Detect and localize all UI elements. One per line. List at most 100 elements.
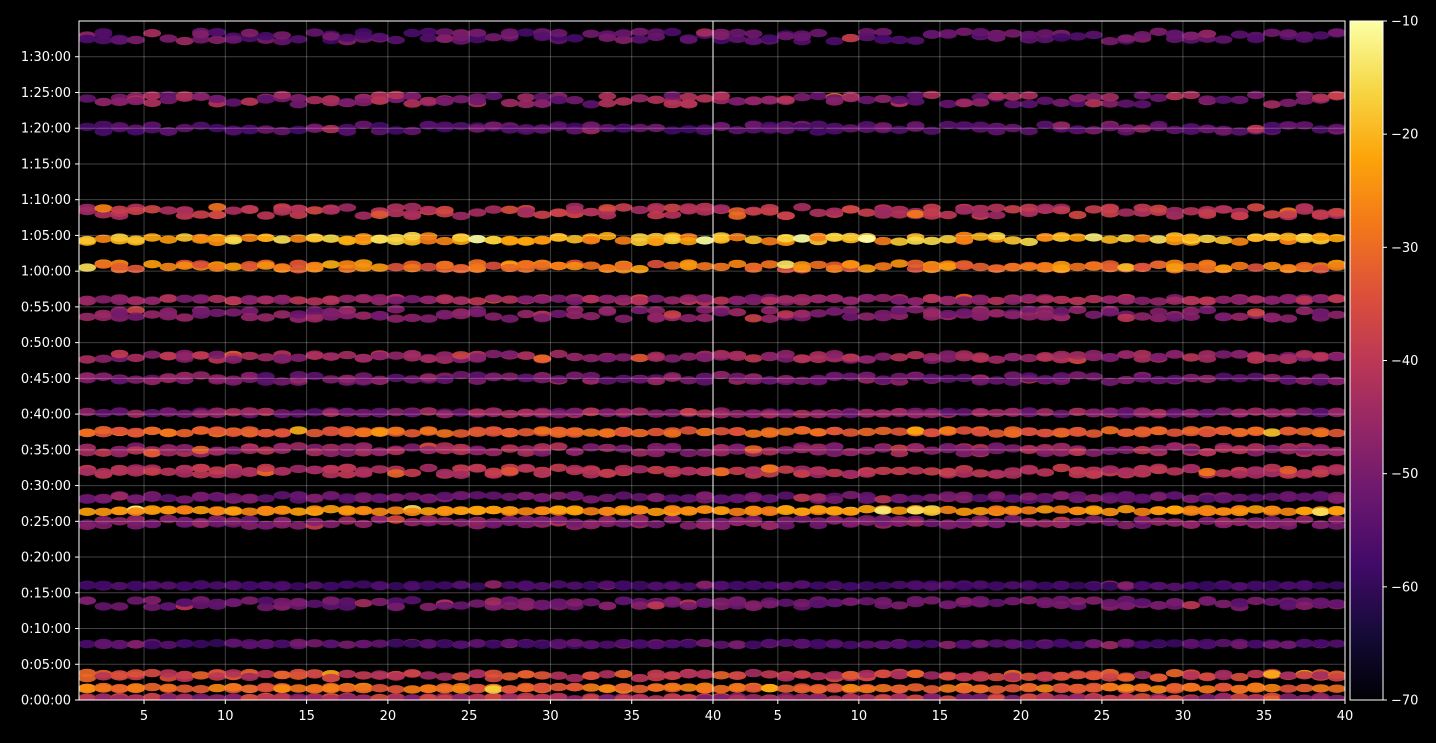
heatmap-cell-left-b5: [549, 580, 568, 589]
heatmap-cell-left-b16: [484, 294, 503, 303]
heatmap-cell-right-b3: [1117, 638, 1136, 648]
heatmap-cell-left-b12: [696, 409, 713, 418]
heatmap-cell-right-b21: [1052, 98, 1071, 108]
heatmap-cell-left-b0: [322, 694, 340, 700]
heatmap-cell-right-b8: [728, 494, 747, 504]
heatmap-cell-right-b0: [858, 694, 876, 700]
heatmap-cell-right-b11: [1263, 428, 1281, 437]
heatmap-cell-right-b11: [1133, 429, 1152, 438]
heatmap-cell-right-b10: [1117, 445, 1136, 455]
heatmap-cell-right-b0: [922, 692, 941, 700]
heatmap-cell-left-b5: [500, 581, 519, 590]
heatmap-cell-left-b3: [192, 639, 210, 649]
heatmap-cell-left-b22: [322, 32, 340, 41]
heatmap-cell-left-b15: [273, 310, 292, 319]
heatmap-cell-left-b18: [484, 235, 503, 245]
heatmap-cell-right-b4: [728, 598, 747, 607]
heatmap-cell-right-b13: [744, 376, 763, 385]
heatmap-cell-left-b8: [484, 491, 503, 500]
heatmap-cell-left-b13: [159, 373, 178, 382]
heatmap-cell-left-b4: [94, 602, 113, 611]
heatmap-cell-right-b15: [1084, 310, 1103, 319]
heatmap-cell-left-b13: [630, 375, 649, 384]
heatmap-cell-right-b6: [777, 521, 795, 530]
heatmap-cell-left-b19: [338, 203, 357, 212]
heatmap-cell-left-b19: [663, 210, 682, 219]
heatmap-cell-left-b6: [549, 515, 568, 524]
heatmap-cell-right-b9: [955, 469, 974, 478]
heatmap-cell-left-b14: [240, 351, 259, 361]
heatmap-cell-left-b0: [224, 693, 243, 700]
heatmap-cell-left-b1: [403, 685, 422, 694]
heatmap-cell-left-b17: [452, 264, 470, 274]
heatmap-cell-right-b15: [1247, 308, 1265, 317]
heatmap-cell-right-b13: [858, 371, 876, 380]
heatmap-cell-left-b17: [338, 260, 357, 269]
heatmap-cell-left-b0: [257, 693, 275, 700]
heatmap-cell-right-b10: [1230, 446, 1249, 455]
heatmap-cell-right-b9: [1230, 470, 1249, 479]
heatmap-cell-left-b5: [224, 580, 243, 589]
heatmap-cell-left-b19: [679, 205, 698, 214]
heatmap-cell-right-b4: [1036, 597, 1055, 606]
heatmap-cell-right-b8: [922, 493, 941, 502]
heatmap-cell-right-b1: [777, 684, 795, 693]
heatmap-cell-left-b1: [452, 683, 470, 692]
heatmap-cell-right-b10: [1133, 446, 1152, 455]
heatmap-cell-right-b16: [1036, 295, 1055, 304]
heatmap-cell-right-b15: [1295, 306, 1314, 316]
heatmap-cell-left-b22: [94, 36, 113, 45]
heatmap-cell-right-b16: [1003, 296, 1022, 305]
heatmap-cell-right-b9: [809, 466, 828, 476]
heatmap-cell-right-b19: [760, 204, 779, 213]
heatmap-cell-left-b2: [192, 671, 210, 680]
heatmap-cell-right-b17: [809, 260, 828, 270]
heatmap-cell-right-b20: [1328, 123, 1345, 133]
heatmap-cell-right-b4: [1198, 597, 1217, 606]
heatmap-cell-right-b10: [1279, 446, 1298, 455]
heatmap-cell-left-b22: [468, 28, 487, 38]
heatmap-cell-right-b9: [1328, 464, 1345, 473]
heatmap-cell-right-b16: [1311, 295, 1330, 304]
heatmap-cell-left-b16: [208, 294, 227, 304]
heatmap-cell-right-b22: [874, 28, 893, 37]
heatmap-cell-right-b4: [793, 598, 811, 608]
heatmap-cell-left-b15: [452, 310, 470, 320]
heatmap-cell-left-b14: [647, 353, 665, 362]
heatmap-cell-left-b20: [305, 123, 324, 132]
heatmap-cell-left-b2: [110, 672, 129, 681]
heatmap-cell-left-b19: [647, 211, 665, 220]
heatmap-cell-left-b18: [175, 233, 194, 242]
heatmap-cell-right-b7: [841, 507, 860, 516]
heatmap-cell-right-b11: [1182, 426, 1200, 435]
heatmap-cell-right-b16: [1198, 296, 1217, 305]
heatmap-cell-right-b9: [971, 469, 990, 478]
heatmap-cell-left-b12: [208, 407, 227, 416]
heatmap-cell-left-b11: [533, 426, 552, 435]
heatmap-cell-left-b1: [159, 683, 178, 692]
heatmap-cell-right-b11: [1328, 428, 1345, 438]
heatmap-cell-left-b1: [582, 683, 600, 692]
heatmap-cell-left-b11: [257, 428, 275, 438]
heatmap-cell-left-b0: [370, 693, 389, 700]
heatmap-cell-left-b12: [240, 407, 259, 416]
heatmap-cell-right-b6: [1117, 521, 1136, 530]
heatmap-cell-right-b9: [841, 469, 860, 479]
heatmap-cell-left-b5: [679, 582, 698, 591]
heatmap-cell-right-b9: [987, 469, 1006, 478]
heatmap-cell-right-b3: [1133, 640, 1152, 649]
heatmap-cell-left-b4: [224, 598, 243, 608]
heatmap-cell-right-b14: [793, 354, 811, 363]
heatmap-cell-left-b21: [322, 98, 340, 107]
heatmap-cell-left-b18: [126, 235, 145, 244]
heatmap-cell-left-b2: [159, 669, 178, 678]
heatmap-cell-right-b16: [1295, 295, 1314, 305]
heatmap-cell-right-b13: [1295, 376, 1314, 385]
heatmap-cell-left-b16: [338, 294, 357, 303]
heatmap-cell-right-b8: [890, 494, 909, 503]
heatmap-cell-left-b10: [143, 448, 162, 458]
heatmap-cell-left-b10: [175, 444, 194, 453]
heatmap-cell-right-b3: [1036, 640, 1055, 649]
heatmap-cell-left-b17: [175, 261, 194, 270]
heatmap-cell-right-b11: [890, 427, 909, 436]
